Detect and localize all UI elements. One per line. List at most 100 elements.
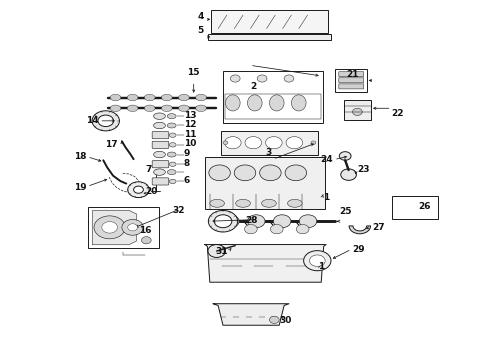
Circle shape xyxy=(230,75,240,82)
Text: 1: 1 xyxy=(318,262,324,271)
Ellipse shape xyxy=(225,95,240,111)
Text: 20: 20 xyxy=(145,187,157,196)
Circle shape xyxy=(270,225,283,234)
Bar xyxy=(88,207,159,248)
Text: 21: 21 xyxy=(346,70,359,79)
Bar xyxy=(343,100,371,120)
Ellipse shape xyxy=(154,113,165,120)
Circle shape xyxy=(122,220,144,235)
Ellipse shape xyxy=(161,94,172,101)
Circle shape xyxy=(234,165,256,181)
Ellipse shape xyxy=(196,105,206,112)
Circle shape xyxy=(310,255,325,266)
Circle shape xyxy=(223,141,228,144)
Ellipse shape xyxy=(110,94,121,101)
Ellipse shape xyxy=(169,179,176,184)
Circle shape xyxy=(128,224,138,231)
Circle shape xyxy=(209,165,230,181)
Ellipse shape xyxy=(145,105,155,112)
Text: 14: 14 xyxy=(86,116,98,125)
Text: 4: 4 xyxy=(197,12,203,21)
Text: 2: 2 xyxy=(250,82,256,91)
Circle shape xyxy=(311,141,316,144)
Ellipse shape xyxy=(127,94,138,101)
Polygon shape xyxy=(213,304,289,325)
Ellipse shape xyxy=(169,133,176,137)
Text: 23: 23 xyxy=(357,166,370,175)
Text: 11: 11 xyxy=(184,130,196,139)
Circle shape xyxy=(142,237,151,244)
Ellipse shape xyxy=(110,105,121,112)
Ellipse shape xyxy=(196,94,206,101)
Circle shape xyxy=(257,75,267,82)
Circle shape xyxy=(339,152,351,160)
Text: 27: 27 xyxy=(372,223,385,232)
Text: 6: 6 xyxy=(184,176,190,185)
Circle shape xyxy=(214,215,232,228)
Bar xyxy=(392,196,438,220)
Ellipse shape xyxy=(262,199,276,207)
Text: 9: 9 xyxy=(184,149,190,158)
Circle shape xyxy=(245,136,262,149)
Circle shape xyxy=(341,169,356,180)
Circle shape xyxy=(247,215,265,228)
Ellipse shape xyxy=(247,95,262,111)
Text: 10: 10 xyxy=(184,139,196,148)
Circle shape xyxy=(128,182,149,198)
FancyBboxPatch shape xyxy=(152,132,169,139)
Text: 25: 25 xyxy=(339,207,351,216)
Text: 13: 13 xyxy=(184,111,196,120)
Circle shape xyxy=(245,225,257,234)
Circle shape xyxy=(208,244,225,257)
Circle shape xyxy=(304,251,331,271)
Text: 31: 31 xyxy=(216,247,228,256)
Ellipse shape xyxy=(210,199,224,207)
Ellipse shape xyxy=(127,105,138,112)
Bar xyxy=(335,69,367,92)
Circle shape xyxy=(98,115,114,127)
Circle shape xyxy=(260,165,281,181)
Text: 24: 24 xyxy=(320,155,333,164)
FancyBboxPatch shape xyxy=(152,141,169,148)
Circle shape xyxy=(286,136,303,149)
Ellipse shape xyxy=(236,199,250,207)
Circle shape xyxy=(94,216,125,239)
Bar xyxy=(208,34,331,40)
Circle shape xyxy=(266,136,282,149)
Circle shape xyxy=(208,211,238,232)
Text: 5: 5 xyxy=(197,26,203,35)
FancyBboxPatch shape xyxy=(339,72,364,77)
Text: 29: 29 xyxy=(352,246,365,255)
Bar xyxy=(225,94,321,119)
Text: 1: 1 xyxy=(323,193,329,202)
Circle shape xyxy=(296,225,309,234)
Ellipse shape xyxy=(169,143,176,147)
Text: 8: 8 xyxy=(184,159,190,168)
Ellipse shape xyxy=(167,152,176,157)
Text: 28: 28 xyxy=(245,216,258,225)
Text: 22: 22 xyxy=(392,109,404,118)
Ellipse shape xyxy=(167,114,176,119)
Circle shape xyxy=(273,215,291,228)
Text: 26: 26 xyxy=(418,202,431,211)
Text: 3: 3 xyxy=(266,148,272,157)
Circle shape xyxy=(102,222,118,233)
Circle shape xyxy=(270,316,279,323)
FancyBboxPatch shape xyxy=(152,161,169,168)
FancyBboxPatch shape xyxy=(339,84,364,89)
Circle shape xyxy=(92,111,120,131)
Ellipse shape xyxy=(154,169,165,175)
Text: 18: 18 xyxy=(74,152,86,161)
Circle shape xyxy=(299,215,317,228)
Bar xyxy=(223,71,323,123)
Text: 16: 16 xyxy=(139,226,151,235)
Polygon shape xyxy=(205,244,326,282)
Ellipse shape xyxy=(270,95,284,111)
Ellipse shape xyxy=(154,122,165,129)
Polygon shape xyxy=(93,211,137,244)
Circle shape xyxy=(134,186,144,193)
Circle shape xyxy=(352,108,362,116)
Ellipse shape xyxy=(178,105,189,112)
Ellipse shape xyxy=(292,95,306,111)
Ellipse shape xyxy=(167,123,176,128)
